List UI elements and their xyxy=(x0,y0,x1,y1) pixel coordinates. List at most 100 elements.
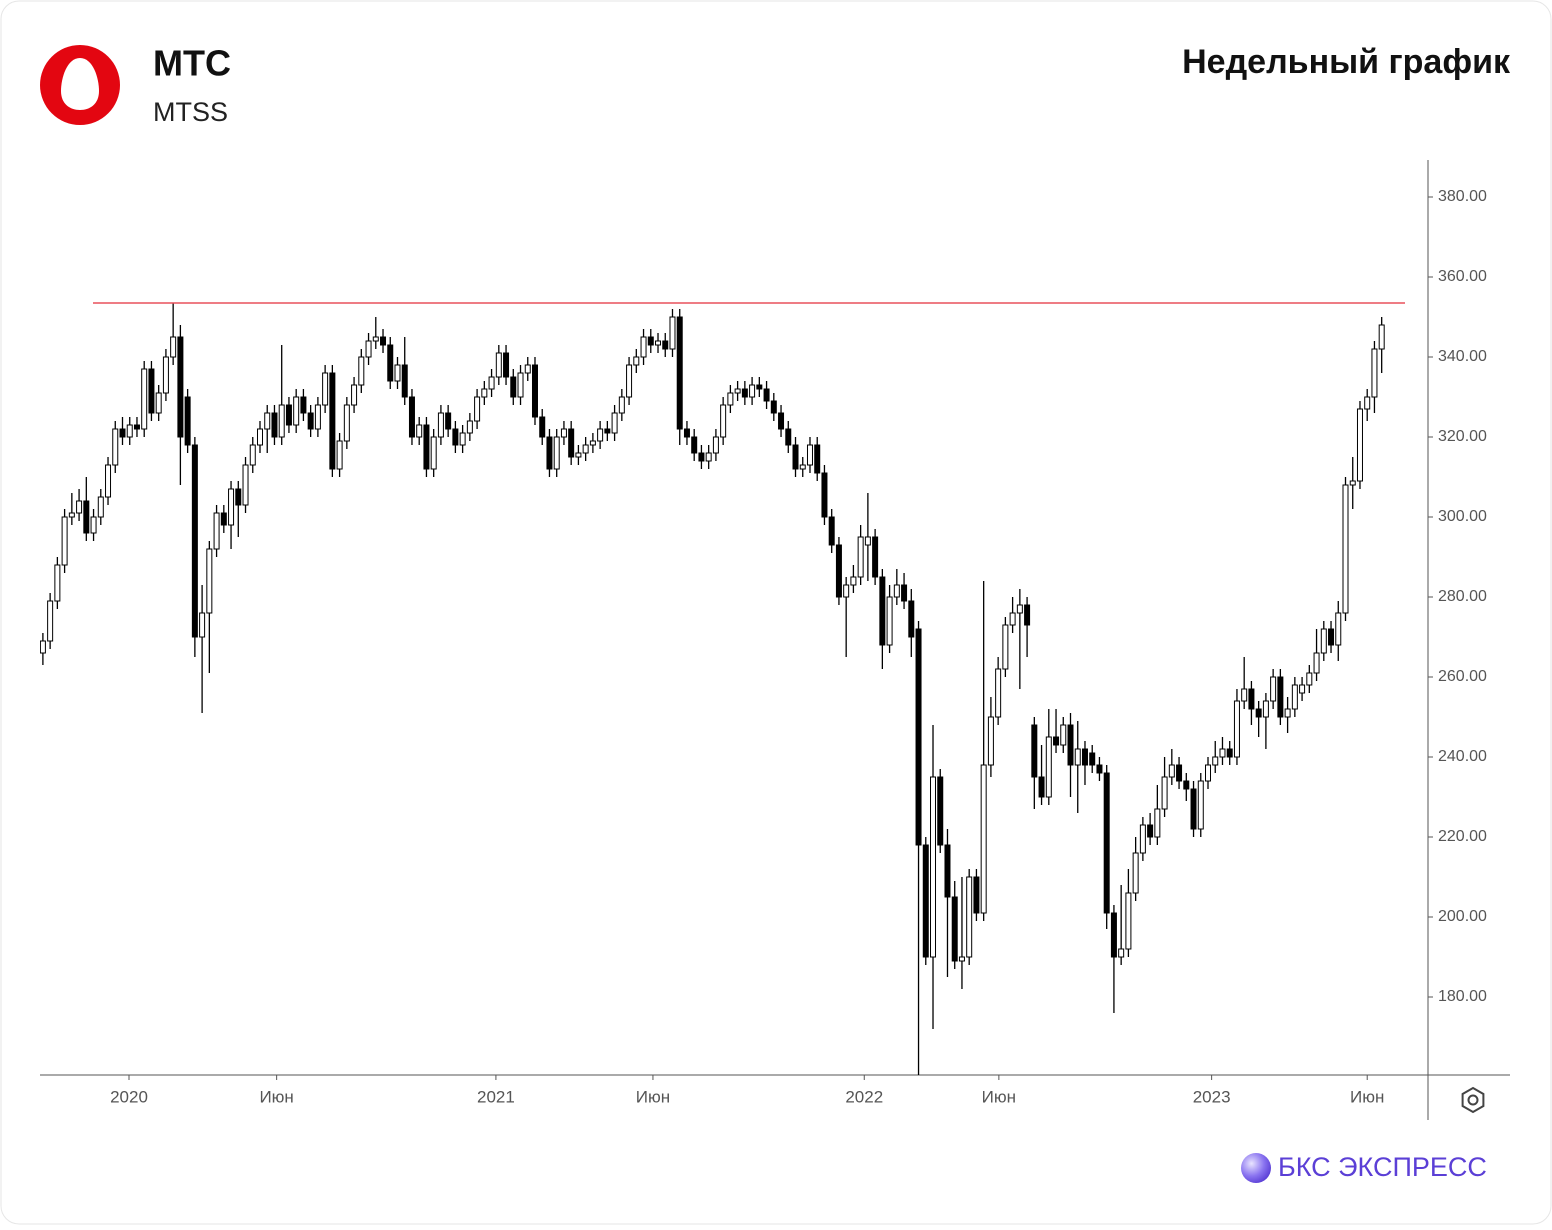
x-tick-label: Июн xyxy=(259,1087,293,1106)
candle-body xyxy=(445,412,452,430)
candle-body xyxy=(459,432,466,446)
candle-body xyxy=(1118,948,1125,958)
candle-body xyxy=(980,764,987,914)
candle-body xyxy=(850,576,857,586)
candle-body xyxy=(857,536,864,578)
candle-body xyxy=(922,844,929,958)
candle-body xyxy=(285,404,292,426)
settings-icon[interactable] xyxy=(1461,1086,1485,1114)
y-tick-label: 240.00 xyxy=(1438,748,1487,765)
candle-body xyxy=(546,436,553,470)
candle-body xyxy=(220,512,227,526)
y-tick-label: 320.00 xyxy=(1438,428,1487,445)
logo xyxy=(40,45,120,125)
candle-body xyxy=(452,428,459,446)
candle-body xyxy=(336,440,343,470)
y-tick-label: 200.00 xyxy=(1438,908,1487,925)
candle-body xyxy=(1067,724,1074,766)
candle-body xyxy=(394,364,401,382)
candle-body xyxy=(423,424,430,470)
y-tick-label: 260.00 xyxy=(1438,668,1487,685)
candle-body xyxy=(647,336,654,346)
y-tick-label: 300.00 xyxy=(1438,508,1487,525)
candle-body xyxy=(105,464,112,498)
candle-body xyxy=(351,384,358,406)
candle-body xyxy=(799,464,806,470)
candle-body xyxy=(1197,780,1204,830)
candle-body xyxy=(380,336,387,346)
y-tick-label: 220.00 xyxy=(1438,828,1487,845)
candle-body xyxy=(206,548,213,614)
candle-body xyxy=(510,376,517,398)
candle-body xyxy=(1241,688,1248,702)
x-tick-label: Июн xyxy=(636,1087,670,1106)
candle-body xyxy=(785,428,792,446)
candle-body xyxy=(76,500,83,514)
candle-body xyxy=(213,512,220,550)
candle-body xyxy=(1045,736,1052,798)
candle-body xyxy=(1262,700,1269,718)
candle-body xyxy=(1306,672,1313,686)
candle-body xyxy=(119,428,126,438)
candle-body xyxy=(170,336,177,358)
brand-text: БКС ЭКСПРЕСС xyxy=(1278,1152,1487,1182)
candle-body xyxy=(930,776,937,958)
candle-body xyxy=(97,496,104,518)
candle-body xyxy=(1277,676,1284,718)
candle-body xyxy=(1349,480,1356,486)
candle-body xyxy=(734,388,741,394)
candle-body xyxy=(40,640,46,654)
candle-body xyxy=(1031,724,1038,778)
candle-body xyxy=(792,444,799,470)
candle-body xyxy=(242,464,249,506)
candle-body xyxy=(879,576,886,646)
candle-body xyxy=(1096,764,1103,774)
chart-title: МТС xyxy=(153,43,231,84)
candle-body xyxy=(1016,604,1023,614)
y-tick-label: 340.00 xyxy=(1438,348,1487,365)
candle-body xyxy=(1371,348,1378,398)
candle-body xyxy=(416,424,423,438)
candle-body xyxy=(1110,912,1117,958)
candle-body xyxy=(437,412,444,438)
candle-body xyxy=(626,364,633,398)
candle-body xyxy=(727,392,734,406)
candle-body xyxy=(806,444,813,466)
candle-body xyxy=(133,424,140,430)
candle-body xyxy=(1009,612,1016,626)
candle-body xyxy=(61,516,68,566)
candle-body xyxy=(987,716,994,766)
candle-body xyxy=(1190,788,1197,830)
candle-body xyxy=(770,400,777,414)
candle-body xyxy=(430,436,437,470)
candle-body xyxy=(68,512,75,518)
candle-body xyxy=(937,776,944,846)
candle-body xyxy=(835,544,842,598)
candle-body xyxy=(944,844,951,898)
candle-body xyxy=(1219,748,1226,758)
candle-body xyxy=(343,404,350,442)
candle-body xyxy=(893,584,900,598)
candle-body xyxy=(1233,700,1240,758)
candle-body xyxy=(293,396,300,426)
candle-body xyxy=(148,368,155,414)
candle-body xyxy=(495,352,502,378)
candle-body xyxy=(228,488,235,526)
candle-body xyxy=(1284,708,1291,718)
y-tick-label: 180.00 xyxy=(1438,988,1487,1005)
candle-body xyxy=(553,436,560,470)
chart-label: Недельный график xyxy=(1182,43,1511,81)
candle-body xyxy=(358,356,365,386)
candle-body xyxy=(828,516,835,546)
brand: БКС ЭКСПРЕСС xyxy=(1241,1152,1487,1183)
candle-body xyxy=(669,316,676,350)
y-tick-label: 360.00 xyxy=(1438,268,1487,285)
candle-body xyxy=(372,336,379,342)
candle-body xyxy=(83,500,90,534)
x-tick-label: 2021 xyxy=(477,1087,515,1106)
candle-body xyxy=(749,384,756,398)
candle-body xyxy=(1356,408,1363,482)
candle-body xyxy=(112,428,119,466)
x-tick-label: Июн xyxy=(982,1087,1016,1106)
